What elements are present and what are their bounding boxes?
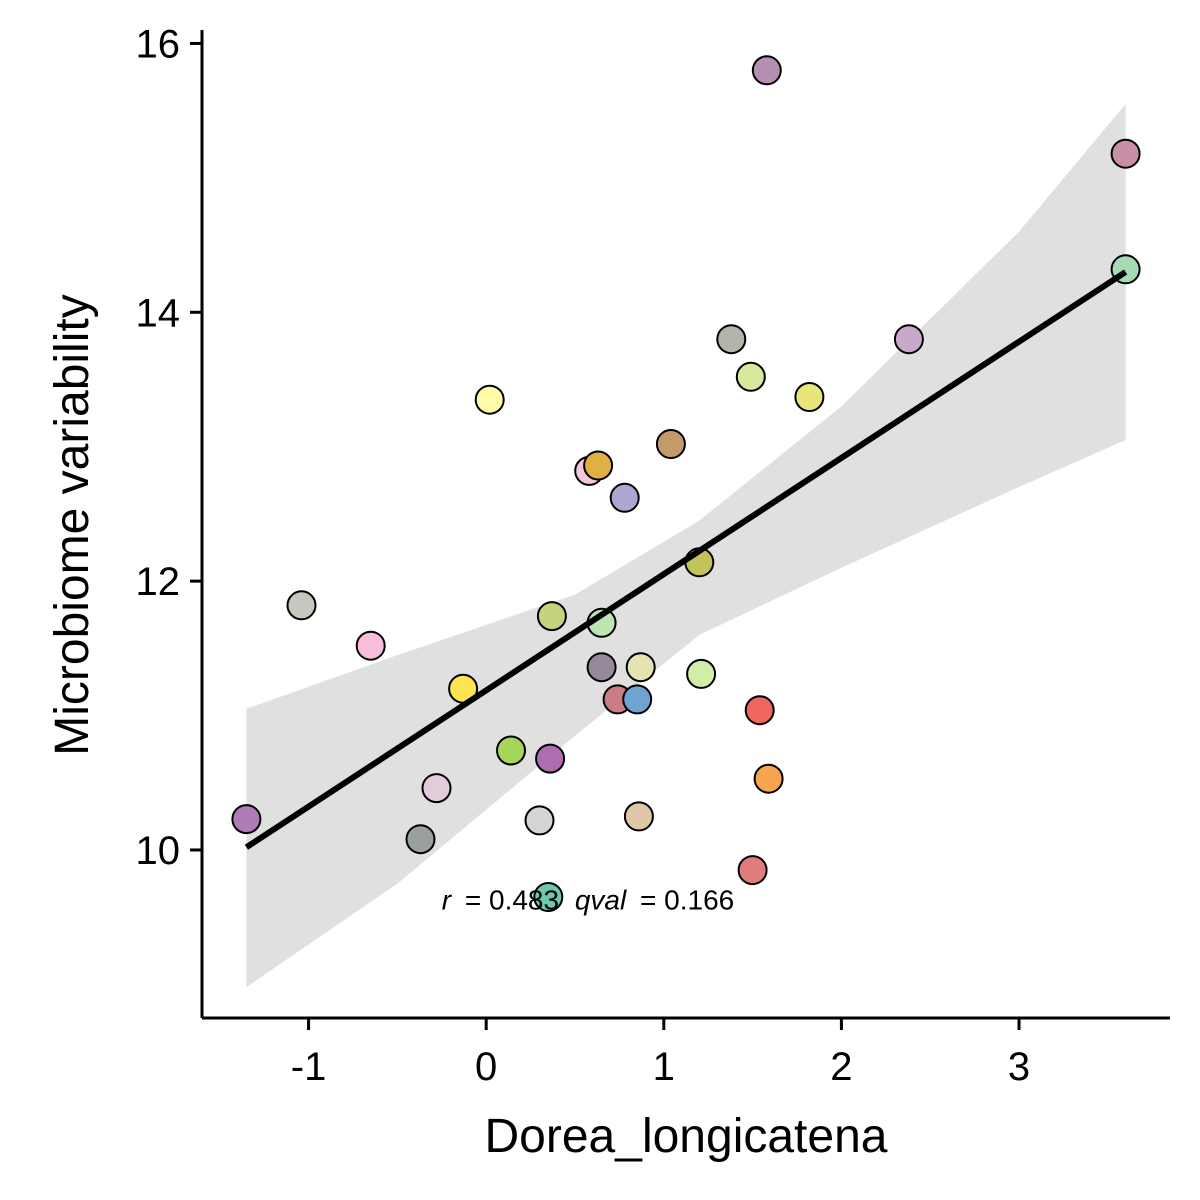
data-point: [735, 361, 766, 392]
x-tick-label: 0: [475, 1045, 497, 1089]
y-tick-label: 12: [136, 560, 181, 604]
x-axis-title: Dorea_longicatena: [485, 1110, 888, 1163]
data-point: [609, 482, 640, 513]
y-tick-label: 14: [136, 291, 181, 335]
data-point: [655, 429, 686, 459]
data-point: [533, 882, 564, 912]
x-tick-label: -1: [291, 1045, 327, 1089]
data-point: [744, 695, 775, 726]
y-axis-title: Microbiome variability: [46, 294, 99, 755]
data-point: [1110, 138, 1141, 169]
data-point: [794, 382, 825, 412]
y-tick-label: 10: [136, 829, 181, 873]
data-point: [753, 763, 784, 794]
x-tick-label: 1: [653, 1045, 675, 1089]
r-value: = 0.483: [465, 885, 559, 916]
data-point: [716, 324, 747, 355]
data-point: [583, 450, 614, 481]
data-point: [751, 55, 782, 86]
data-point: [496, 735, 526, 766]
data-point: [623, 801, 654, 832]
x-tick-label: 2: [830, 1045, 852, 1089]
q-label: qval: [575, 885, 627, 916]
r-label: r: [442, 885, 453, 916]
data-point: [893, 324, 924, 355]
data-point: [737, 855, 768, 886]
data-point: [536, 601, 567, 632]
q-value: = 0.166: [640, 885, 734, 916]
data-point: [524, 805, 555, 836]
data-point: [535, 743, 566, 774]
data-point: [474, 384, 505, 415]
x-tick-label: 3: [1008, 1045, 1030, 1089]
data-point: [231, 804, 262, 835]
data-points: [231, 55, 1141, 912]
data-point: [625, 652, 656, 683]
regression-line: [244, 269, 1128, 850]
data-point: [355, 630, 386, 661]
data-point: [622, 684, 653, 715]
correlation-annotation: r = 0.483 qval = 0.166: [442, 885, 734, 916]
data-point: [286, 590, 317, 621]
confidence-band: [246, 103, 1126, 988]
data-point: [421, 773, 452, 804]
y-tick-label: 16: [136, 22, 181, 66]
x-axis-ticks: -1 0 1 2 3: [291, 1018, 1030, 1089]
y-axis-ticks: 10 12 14 16: [136, 22, 202, 873]
data-point: [686, 658, 717, 689]
data-point: [586, 652, 617, 683]
data-point: [405, 824, 436, 855]
